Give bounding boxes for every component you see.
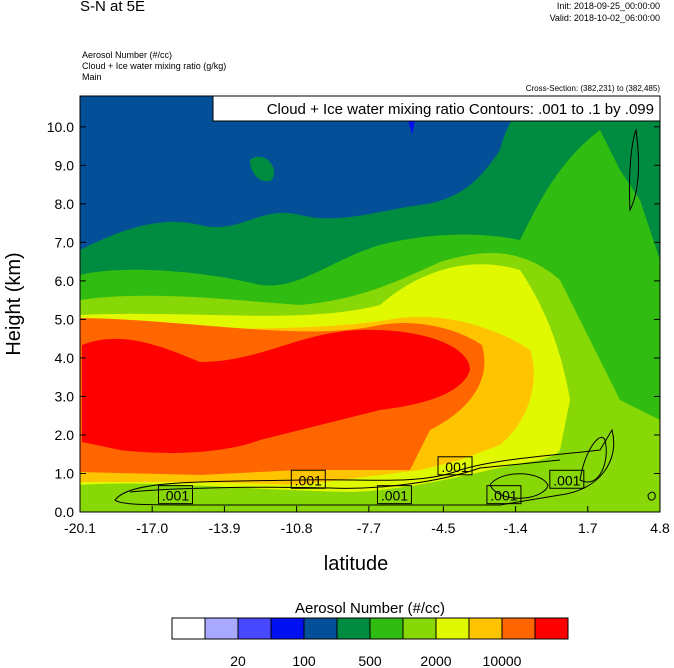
x-tick-label: -7.7 bbox=[357, 520, 381, 536]
colorbar: 20 100 500 2000 10000 bbox=[171, 617, 569, 668]
x-tick-label: -1.4 bbox=[504, 520, 528, 536]
field-label-main: Main bbox=[82, 72, 102, 82]
field-level-darkgreen-blob bbox=[250, 156, 274, 182]
colorbar-label: 2000 bbox=[420, 653, 451, 668]
colorbar-swatch bbox=[534, 617, 569, 640]
colorbar-swatch bbox=[468, 617, 503, 640]
y-tick-label: 5.0 bbox=[55, 311, 75, 327]
contour-label: .001 bbox=[295, 472, 322, 488]
colorbar-title: Aerosol Number (#/cc) bbox=[295, 600, 445, 617]
colorbar-swatch bbox=[270, 617, 305, 640]
colorbar-swatch bbox=[171, 617, 206, 640]
x-tick-label: -17.0 bbox=[136, 520, 168, 536]
x-axis: -20.1 -17.0 -13.9 -10.8 -7.7 -4.5 -1.4 1.7 4.8 bbox=[64, 506, 670, 536]
contour-info-box bbox=[212, 95, 661, 122]
x-tick-label: -20.1 bbox=[64, 520, 96, 536]
contour-label: .001 bbox=[441, 459, 468, 475]
contour-label: .001 bbox=[490, 488, 517, 504]
contour-info-text: Cloud + Ice water mixing ratio Contours:… bbox=[267, 101, 654, 118]
field-level-surface-lightgreen bbox=[80, 430, 660, 512]
y-axis: 0.0 1.0 2.0 3.0 4.0 5.0 6.0 7.0 8.0 9.0 10.0 bbox=[47, 119, 660, 520]
x-tick-label: 4.8 bbox=[650, 520, 670, 536]
contour-label: .001 bbox=[553, 472, 580, 488]
y-tick-label: 0.0 bbox=[55, 504, 75, 520]
field-label-cloud: Cloud + Ice water mixing ratio (g/kg) bbox=[82, 61, 227, 71]
colorbar-label: 20 bbox=[230, 653, 246, 668]
x-axis-label: latitude bbox=[324, 553, 389, 575]
contour-label: .001 bbox=[381, 488, 408, 504]
y-tick-label: 3.0 bbox=[55, 388, 75, 404]
contour-label-box bbox=[486, 485, 522, 505]
plot-title: S-N at 5E bbox=[80, 0, 146, 15]
colorbar-swatch bbox=[402, 617, 437, 640]
contour-label-box bbox=[437, 456, 473, 476]
x-tick-label: -10.8 bbox=[281, 520, 313, 536]
colorbar-swatch bbox=[501, 617, 536, 640]
init-time: Init: 2018-09-25_00:00:00 bbox=[556, 1, 660, 11]
contour-label-box bbox=[290, 469, 326, 489]
colorbar-label: 500 bbox=[358, 653, 382, 668]
contour-label: .001 bbox=[162, 488, 189, 504]
field-label-aerosol: Aerosol Number (#/cc) bbox=[82, 50, 173, 60]
y-tick-label: 1.0 bbox=[55, 465, 75, 481]
contour-label-box bbox=[158, 485, 194, 505]
y-axis-label: Height (km) bbox=[3, 252, 25, 355]
cloud-ice-contours bbox=[114, 128, 656, 506]
colorbar-swatch bbox=[204, 617, 239, 640]
colorbar-label: 100 bbox=[292, 653, 316, 668]
y-tick-label: 6.0 bbox=[55, 273, 75, 289]
y-tick-label: 2.0 bbox=[55, 427, 75, 443]
x-tick-label: 1.7 bbox=[578, 520, 598, 536]
colorbar-swatch bbox=[369, 617, 404, 640]
aerosol-field: .001 .001 .001 .001 .001 .001 bbox=[80, 96, 660, 512]
colorbar-swatch bbox=[435, 617, 470, 640]
field-level-blue-spot bbox=[408, 120, 415, 135]
x-tick-label: -13.9 bbox=[208, 520, 240, 536]
contour-label-box bbox=[549, 469, 585, 489]
colorbar-swatch bbox=[303, 617, 338, 640]
colorbar-label: 10000 bbox=[483, 653, 522, 668]
contour-label-box bbox=[376, 485, 412, 505]
colorbar-swatch bbox=[237, 617, 272, 640]
y-tick-label: 9.0 bbox=[55, 157, 75, 173]
y-tick-label: 7.0 bbox=[55, 234, 75, 250]
x-tick-label: -4.5 bbox=[431, 520, 455, 536]
cross-section-label: Cross-Section: (382,231) to (382,485) bbox=[525, 84, 660, 93]
valid-time: Valid: 2018-10-02_06:00:00 bbox=[549, 13, 660, 23]
y-tick-label: 10.0 bbox=[47, 119, 74, 135]
colorbar-swatch bbox=[336, 617, 371, 640]
field-level-red bbox=[82, 329, 470, 453]
y-tick-label: 4.0 bbox=[55, 350, 75, 366]
y-tick-label: 8.0 bbox=[55, 196, 75, 212]
contour-labels: .001 .001 .001 .001 .001 .001 bbox=[158, 456, 585, 505]
